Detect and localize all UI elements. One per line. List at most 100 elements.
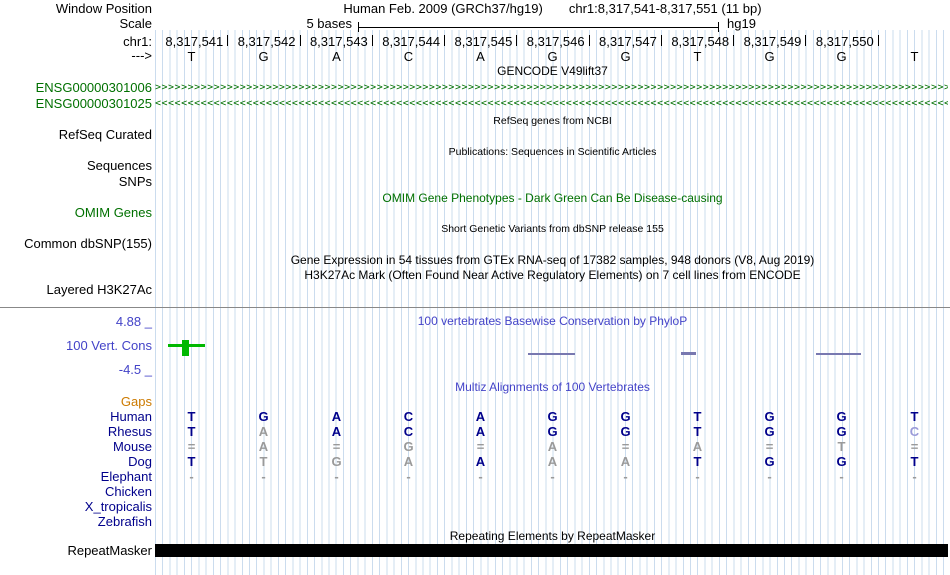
- assembly-label: hg19: [727, 16, 756, 31]
- scale-bar: [358, 27, 719, 28]
- label-sequences[interactable]: Sequences: [86, 158, 152, 173]
- ruler-base: G: [764, 49, 775, 64]
- species-label-elephant[interactable]: Elephant: [100, 469, 152, 484]
- alignment-base: G: [764, 424, 775, 439]
- ruler-tick: [589, 35, 590, 46]
- ruler-coordinate: 8,317,544: [382, 34, 441, 49]
- conservation-bar: [681, 352, 696, 355]
- position-range: chr1:8,317,541-8,317,551 (11 bp): [568, 1, 762, 16]
- ruler-base: G: [620, 49, 631, 64]
- alignment-base: G: [258, 409, 269, 424]
- alignment-base: A: [547, 454, 558, 469]
- track-center-text-multiz-alignments-of-100-vertebrates: Multiz Alignments of 100 Vertebrates: [455, 380, 650, 394]
- track-center-text-100-vertebrates-basewise-conservation-by: 100 vertebrates Basewise Conservation by…: [417, 314, 688, 328]
- ruler-tick: [372, 35, 373, 46]
- ruler-base: G: [836, 49, 847, 64]
- label-window-position[interactable]: Window Position: [55, 1, 152, 16]
- track-divider: [0, 307, 950, 308]
- ruler-coordinate: 8,317,549: [743, 34, 802, 49]
- alignment-base: A: [692, 439, 703, 454]
- alignment-base: -: [406, 469, 411, 484]
- ruler-tick: [733, 35, 734, 46]
- alignment-base: A: [331, 424, 342, 439]
- alignment-base: T: [693, 424, 702, 439]
- alignment-base: -: [767, 469, 772, 484]
- ruler-base: C: [403, 49, 414, 64]
- ruler-base: A: [476, 49, 485, 64]
- species-label-chicken[interactable]: Chicken: [105, 484, 152, 499]
- scale-bar-left-tick: [358, 22, 359, 32]
- label-chr1[interactable]: chr1:: [123, 34, 152, 49]
- alignment-base: =: [910, 439, 919, 454]
- label-repeatmasker[interactable]: RepeatMasker: [67, 543, 152, 558]
- label-4-88[interactable]: 4.88 _: [115, 314, 152, 329]
- species-label-mouse[interactable]: Mouse: [112, 439, 152, 454]
- alignment-base: T: [693, 454, 702, 469]
- ruler-tick: [878, 35, 879, 46]
- repeatmasker-bar[interactable]: [155, 544, 948, 557]
- label-gaps[interactable]: Gaps: [120, 394, 152, 409]
- alignment-base: -: [550, 469, 555, 484]
- alignment-base: =: [621, 439, 630, 454]
- species-label-rhesus[interactable]: Rhesus: [107, 424, 152, 439]
- ruler-coordinate: 8,317,546: [526, 34, 585, 49]
- label-omim-genes[interactable]: OMIM Genes: [74, 205, 152, 220]
- species-label-zebrafish[interactable]: Zebrafish: [97, 514, 152, 529]
- ruler-tick: [227, 35, 228, 46]
- alignment-base: G: [620, 409, 631, 424]
- ruler-coordinate: 8,317,543: [309, 34, 368, 49]
- alignment-base: G: [836, 454, 847, 469]
- ruler-base: G: [258, 49, 269, 64]
- alignment-base: G: [547, 424, 558, 439]
- alignment-base: T: [910, 409, 919, 424]
- label-4-5[interactable]: -4.5 _: [118, 362, 152, 377]
- track-center-text-omim-gene-phenotypes-dark-green-can-be-d: OMIM Gene Phenotypes - Dark Green Can Be…: [382, 191, 723, 205]
- label-common-dbsnp-155[interactable]: Common dbSNP(155): [24, 236, 152, 251]
- gene-label-ensg00000301006[interactable]: ENSG00000301006: [35, 80, 152, 95]
- alignment-base: T: [910, 454, 919, 469]
- ruler-coordinate: 8,317,541: [165, 34, 224, 49]
- gene-label-ensg00000301025[interactable]: ENSG00000301025: [35, 96, 152, 111]
- alignment-base: T: [693, 409, 702, 424]
- label-scale[interactable]: Scale: [119, 16, 152, 31]
- alignment-base: A: [258, 424, 269, 439]
- alignment-base: =: [476, 439, 485, 454]
- species-label-x-tropicalis[interactable]: X_tropicalis: [84, 499, 152, 514]
- alignment-base: G: [620, 424, 631, 439]
- alignment-base: G: [331, 454, 342, 469]
- alignment-base: G: [764, 454, 775, 469]
- window-position-title: Human Feb. 2009 (GRCh37/hg19) chr1:8,317,…: [155, 2, 950, 16]
- ruler-base: G: [547, 49, 558, 64]
- gene-strand-arrows[interactable]: >>>>>>>>>>>>>>>>>>>>>>>>>>>>>>>>>>>>>>>>…: [155, 82, 948, 93]
- label-refseq-curated[interactable]: RefSeq Curated: [58, 127, 152, 142]
- alignment-base: -: [912, 469, 917, 484]
- alignment-base: A: [475, 454, 486, 469]
- ruler-base: T: [910, 49, 919, 64]
- conservation-bar: [816, 353, 861, 355]
- label-snps[interactable]: SNPs: [118, 174, 152, 189]
- alignment-base: T: [259, 454, 268, 469]
- scale-bar-right-tick: [718, 22, 719, 32]
- species-label-human[interactable]: Human: [110, 409, 152, 424]
- species-label-dog[interactable]: Dog: [128, 454, 152, 469]
- alignment-base: A: [547, 439, 558, 454]
- alignment-base: C: [403, 409, 414, 424]
- track-center-text-refseq-genes-from-ncbi: RefSeq genes from NCBI: [493, 115, 612, 127]
- track-center-text-repeating-elements-by-repeatmasker: Repeating Elements by RepeatMasker: [449, 529, 656, 543]
- alignment-base: T: [837, 439, 846, 454]
- label-100-vert-cons[interactable]: 100 Vert. Cons: [66, 338, 152, 353]
- ruler-base: T: [693, 49, 702, 64]
- gene-strand-arrows[interactable]: <<<<<<<<<<<<<<<<<<<<<<<<<<<<<<<<<<<<<<<<…: [155, 98, 948, 109]
- ruler-tick: [661, 35, 662, 46]
- alignment-base: G: [764, 409, 775, 424]
- alignment-base: G: [547, 409, 558, 424]
- ruler-coordinate: 8,317,547: [599, 34, 657, 49]
- track-center-text-short-genetic-variants-from-dbsnp-releas: Short Genetic Variants from dbSNP releas…: [441, 223, 664, 235]
- ruler-coordinate: 8,317,548: [671, 34, 730, 49]
- label-item[interactable]: --->: [131, 48, 152, 63]
- alignment-base: T: [187, 454, 196, 469]
- label-layered-h3k27ac[interactable]: Layered H3K27Ac: [46, 282, 152, 297]
- ruler-tick: [300, 35, 301, 46]
- alignment-base: A: [475, 424, 486, 439]
